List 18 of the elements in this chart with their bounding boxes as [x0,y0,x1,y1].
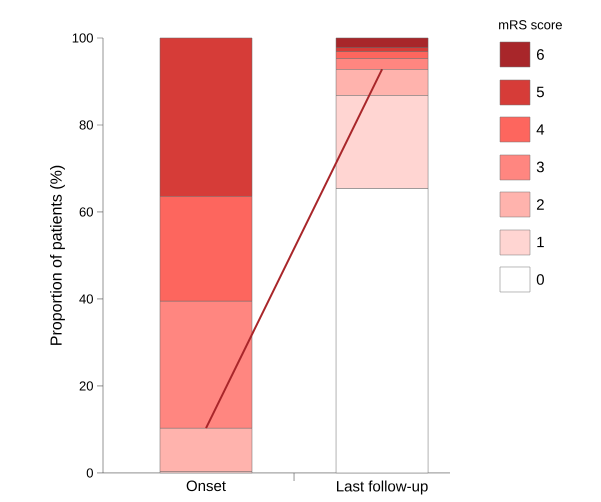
y-tick-label: 20 [80,381,93,391]
y-tick-label: 0 [86,468,93,478]
bar [336,38,428,48]
y-axis-title: Proportion of patients (%) [50,166,65,345]
legend-label: 6 [536,49,544,60]
legend-label: 5 [536,86,544,98]
legend-label: 2 [536,199,544,210]
y-tick-label: 60 [80,207,93,217]
x-tick-label: Onset [186,480,226,492]
legend-label: 4 [536,124,544,135]
legend-title: mRS score [499,20,562,30]
y-tick-label: 40 [79,294,93,304]
legend-label: 3 [536,162,544,172]
y-tick-label: 100 [72,33,93,43]
legend-label: 1 [537,236,544,248]
y-tick-label: 80 [80,120,93,130]
x-tick-label: Last follow-up [336,480,428,494]
legend-label: 0 [536,274,544,285]
